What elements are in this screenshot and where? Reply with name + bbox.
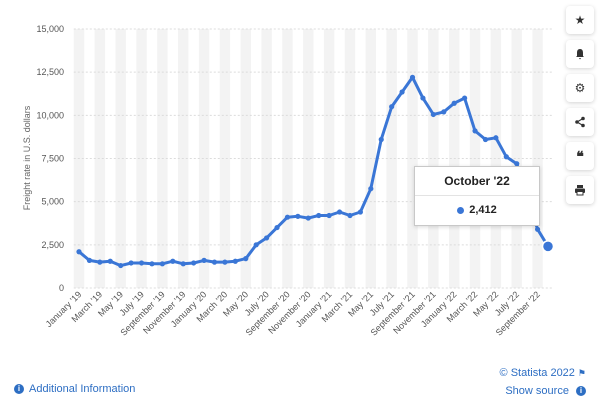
data-point xyxy=(451,100,457,106)
tooltip-row: 2,412 xyxy=(415,196,539,224)
additional-information-link[interactable]: i Additional Information xyxy=(14,383,135,395)
y-tick-label: 2,500 xyxy=(41,240,64,250)
y-tick-label: 0 xyxy=(59,283,64,293)
series-line xyxy=(77,75,550,268)
data-tooltip: October '22 2,412 xyxy=(414,166,540,226)
y-tick-label: 7,500 xyxy=(41,154,64,164)
data-point xyxy=(389,104,395,110)
background-stripe xyxy=(323,29,335,288)
data-point xyxy=(493,135,499,141)
data-point xyxy=(180,261,186,267)
data-point xyxy=(534,226,541,232)
data-point xyxy=(191,260,197,266)
data-point xyxy=(138,260,145,266)
data-point xyxy=(107,258,113,264)
data-point xyxy=(503,154,509,160)
data-point xyxy=(347,212,353,219)
star-icon[interactable]: ★ xyxy=(566,6,594,34)
background-stripe xyxy=(511,29,522,288)
data-point xyxy=(76,249,82,255)
background-stripe xyxy=(407,29,418,288)
show-source-label: Show source xyxy=(505,385,569,397)
data-point xyxy=(118,262,124,269)
info-icon: i xyxy=(576,386,586,397)
data-point xyxy=(357,209,363,215)
print-icon[interactable] xyxy=(566,176,594,204)
data-point xyxy=(482,136,489,143)
data-point xyxy=(97,259,103,265)
data-point xyxy=(222,259,228,265)
data-point xyxy=(201,257,207,263)
background-stripe xyxy=(115,29,126,288)
y-tick-label: 15,000 xyxy=(36,24,64,34)
background-stripe xyxy=(198,29,210,288)
background-stripe xyxy=(136,29,147,288)
data-point xyxy=(462,95,468,101)
data-point xyxy=(336,209,343,215)
data-point xyxy=(211,259,218,265)
tooltip-value: 2,412 xyxy=(469,204,497,216)
data-point xyxy=(86,257,93,263)
data-point xyxy=(253,242,259,248)
data-point xyxy=(305,215,311,221)
data-point xyxy=(295,213,301,219)
y-tick-label: 5,000 xyxy=(41,197,64,207)
data-point xyxy=(149,261,155,267)
copyright-text[interactable]: © Statista 2022 ⚑ xyxy=(500,367,586,379)
data-point xyxy=(514,161,520,167)
data-point xyxy=(159,261,165,267)
background-stripe xyxy=(490,29,502,288)
data-point xyxy=(274,224,280,231)
show-source-link[interactable]: Show source i xyxy=(505,385,586,397)
copyright-label: © Statista 2022 xyxy=(499,367,575,379)
background-stripe xyxy=(532,29,543,288)
data-point xyxy=(399,89,405,95)
data-point xyxy=(284,214,291,220)
y-axis-label: Freight rate in U.S. dollars xyxy=(22,105,32,210)
toolbar-sidebar: ★ ⚙ ❝ xyxy=(566,6,594,210)
background-stripe xyxy=(303,29,314,288)
data-point xyxy=(316,212,322,219)
y-tick-label: 12,500 xyxy=(36,67,64,77)
data-point xyxy=(420,95,426,101)
y-tick-label: 10,000 xyxy=(36,110,64,120)
series-dot-icon xyxy=(457,206,465,214)
data-point xyxy=(409,74,416,80)
tooltip-title: October '22 xyxy=(415,167,539,196)
data-point xyxy=(232,258,238,264)
info-icon: i xyxy=(14,384,24,395)
background-stripe xyxy=(240,29,251,288)
data-point xyxy=(430,111,436,118)
data-point xyxy=(378,136,384,143)
background-stripe xyxy=(219,29,231,288)
background-stripe xyxy=(428,29,439,288)
data-point xyxy=(170,258,176,264)
additional-information-label: Additional Information xyxy=(29,383,136,395)
quote-icon[interactable]: ❝ xyxy=(566,142,594,170)
data-point xyxy=(264,235,270,241)
data-point xyxy=(472,128,478,134)
data-point xyxy=(368,186,374,192)
data-point xyxy=(326,212,332,219)
background-stripe xyxy=(94,29,106,288)
gear-icon[interactable]: ⚙ xyxy=(566,74,594,102)
data-point xyxy=(243,256,249,262)
highlighted-data-point xyxy=(541,240,555,253)
data-point xyxy=(441,109,447,115)
data-point xyxy=(128,260,134,266)
flag-icon: ⚑ xyxy=(577,368,586,378)
share-icon[interactable] xyxy=(566,108,594,136)
bell-icon[interactable] xyxy=(566,40,594,68)
